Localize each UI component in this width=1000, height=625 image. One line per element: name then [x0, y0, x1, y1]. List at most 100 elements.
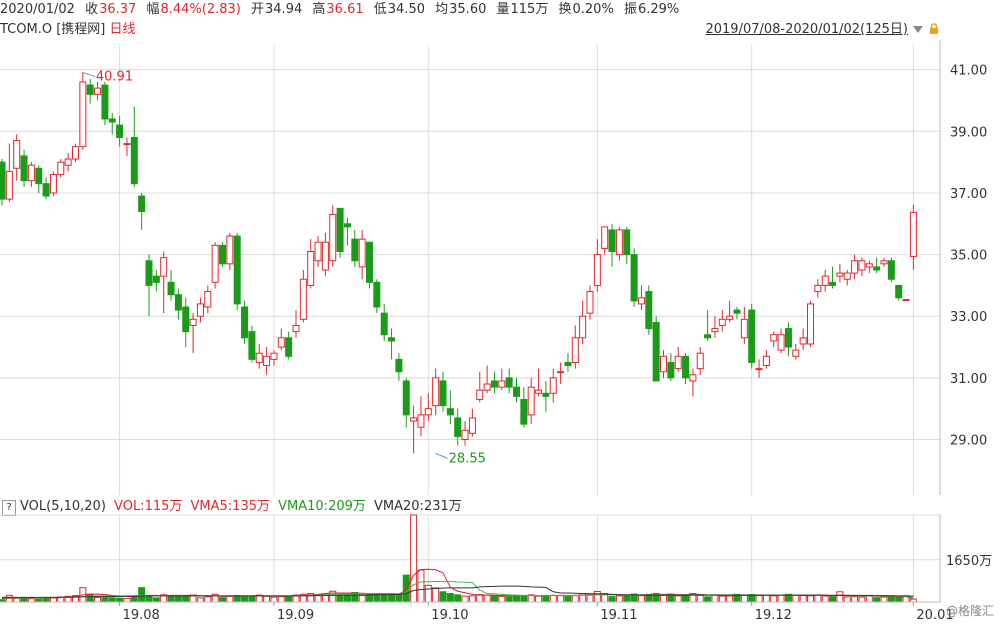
- volume-bar: [366, 593, 373, 603]
- volume-bar: [424, 584, 432, 603]
- lock-icon[interactable]: [928, 23, 940, 35]
- volume-bar: [226, 595, 234, 603]
- volume-bar: [446, 593, 454, 603]
- low-label: 低: [373, 2, 387, 17]
- candle-body: [226, 235, 234, 265]
- annotation-arrow: [82, 71, 96, 77]
- volume-bar: [549, 594, 557, 603]
- candle-body: [792, 349, 800, 357]
- volume-bar: [623, 594, 631, 603]
- candle-body: [571, 337, 579, 363]
- candle-body: [211, 244, 219, 283]
- vol-value: VOL:115万: [114, 499, 183, 514]
- volume-bar: [498, 595, 506, 603]
- candle-body: [248, 331, 256, 360]
- volume-bar: [520, 595, 528, 603]
- turnover-value: 0.20%: [572, 2, 614, 17]
- volume-bar: [726, 595, 734, 603]
- candle-body: [674, 355, 682, 370]
- volume-bar: [358, 595, 366, 603]
- candle-body: [718, 318, 726, 326]
- candle-body: [586, 291, 594, 314]
- candle-body: [373, 281, 381, 308]
- candle-body: [152, 275, 160, 283]
- dropdown-arrow-icon[interactable]: [912, 23, 924, 35]
- volume-bar: [505, 596, 513, 603]
- price-tick-label: 35.00: [950, 249, 987, 264]
- date-range-link[interactable]: 2019/07/08-2020/01/02(125日): [705, 22, 908, 37]
- volume-bar: [13, 597, 21, 603]
- candle-body: [843, 272, 851, 280]
- volume-bar: [696, 594, 704, 603]
- candle-body: [498, 380, 506, 388]
- candle-body: [858, 260, 866, 271]
- volume-bar: [130, 597, 138, 603]
- candle-body: [608, 229, 616, 253]
- volume-chart[interactable]: 1650万 19.08 19.09 19.10 19.11 19.12 20.01: [0, 512, 1000, 625]
- candle-body: [182, 306, 190, 333]
- candle-body: [880, 260, 888, 265]
- period-label[interactable]: 日线: [109, 22, 136, 37]
- amplitude-value: 6.29%: [637, 2, 680, 17]
- candle-body: [358, 238, 366, 268]
- volume-bar: [740, 594, 748, 603]
- volume-label: 量: [496, 2, 510, 17]
- candle-body: [579, 315, 587, 339]
- volume-bar: [718, 595, 726, 603]
- volume-bar: [380, 593, 388, 603]
- open-label: 开: [251, 2, 265, 17]
- candle-body: [696, 352, 704, 370]
- volume-bar: [20, 597, 28, 603]
- candle-body: [865, 263, 873, 268]
- volume-bar: [770, 595, 778, 603]
- candle-body: [740, 318, 748, 339]
- volume-bar: [204, 596, 212, 603]
- candle-body: [329, 214, 337, 262]
- volume-bar: [674, 595, 682, 603]
- vol-indicator-name[interactable]: VOL(5,10,20): [20, 499, 106, 514]
- volume-bar: [535, 595, 543, 603]
- candle-body: [196, 303, 204, 317]
- low-value: 34.50: [387, 2, 425, 17]
- candle-body: [726, 315, 734, 320]
- candle-body: [270, 352, 278, 360]
- volume-bar: [263, 595, 271, 603]
- candle-body: [35, 167, 43, 185]
- volume-bar: [49, 597, 57, 603]
- volume-bar: [116, 597, 124, 603]
- candle-body: [799, 337, 807, 345]
- candle-body: [145, 260, 153, 286]
- volume-bar: [490, 594, 498, 603]
- candle-body: [784, 328, 792, 348]
- volume-bar: [593, 591, 601, 603]
- candle-body: [72, 146, 79, 160]
- volume-bar: [608, 596, 616, 603]
- close-value: 36.37: [99, 2, 137, 17]
- volume-bar: [557, 595, 565, 603]
- candle-body: [895, 284, 903, 299]
- volume-bar: [483, 594, 491, 603]
- candle-body: [601, 226, 609, 249]
- volume-bar: [476, 594, 484, 603]
- candle-body: [424, 408, 432, 416]
- candle-body: [79, 81, 87, 148]
- candle-body: [689, 374, 697, 382]
- volume-bar: [410, 514, 418, 603]
- volume-value: 115万: [510, 2, 549, 17]
- volume-bar: [461, 595, 469, 603]
- candle-body: [483, 383, 491, 391]
- candlestick-chart[interactable]: 41.00 39.00 37.00 35.00 33.00 31.00 29.00 40.91…: [0, 40, 1000, 495]
- candle-body: [887, 260, 895, 280]
- candle-body: [57, 161, 65, 175]
- candle-body: [351, 238, 359, 262]
- volume-bar: [887, 596, 895, 603]
- candle-body: [829, 281, 837, 286]
- candle-body: [160, 257, 168, 277]
- date-tick-label: 19.08: [123, 608, 160, 623]
- candle-body: [733, 309, 741, 314]
- candle-body: [535, 389, 543, 394]
- candle-body: [682, 355, 690, 379]
- volume-bar: [174, 595, 182, 603]
- candle-body: [704, 334, 712, 339]
- candle-body: [439, 380, 447, 407]
